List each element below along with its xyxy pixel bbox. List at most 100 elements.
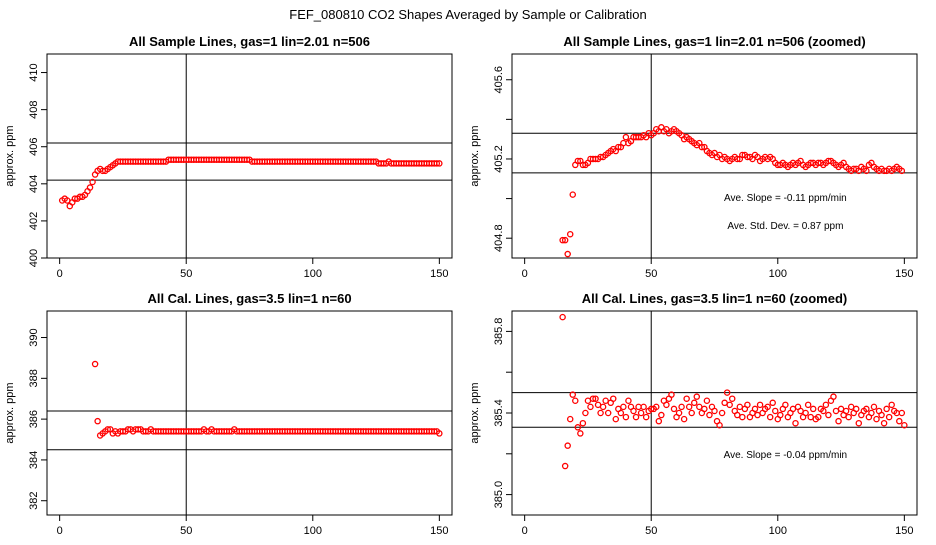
data-point bbox=[769, 399, 776, 407]
x-tick-label: 150 bbox=[430, 268, 448, 280]
y-tick-label: 384 bbox=[28, 451, 40, 469]
chart-panel: All Sample Lines, gas=1 lin=2.01 n=506 (… bbox=[469, 34, 918, 280]
data-point bbox=[561, 236, 569, 244]
data-point bbox=[637, 409, 645, 417]
data-points bbox=[559, 313, 908, 470]
x-tick-label: 150 bbox=[895, 525, 913, 537]
data-point bbox=[804, 401, 812, 409]
chart-panel: All Sample Lines, gas=1 lin=2.01 n=506 0 5… bbox=[4, 34, 453, 280]
x-tick-label: 0 bbox=[57, 525, 63, 537]
data-point bbox=[683, 395, 690, 402]
data-point bbox=[868, 409, 875, 417]
y-tick-label: 385.8 bbox=[493, 318, 505, 346]
figure-title: FEF_080810 CO2 Shapes Averaged by Sample… bbox=[289, 7, 646, 22]
x-tick-label: 100 bbox=[769, 525, 787, 537]
data-point bbox=[566, 415, 574, 423]
data-point bbox=[566, 230, 574, 238]
y-axis-label: approx. ppm bbox=[4, 125, 16, 186]
data-point bbox=[888, 401, 895, 409]
data-point bbox=[587, 403, 594, 411]
data-point bbox=[577, 430, 584, 437]
x-tick-label: 100 bbox=[304, 525, 322, 537]
data-point bbox=[701, 405, 708, 413]
data-point bbox=[640, 403, 647, 411]
data-point bbox=[855, 419, 863, 427]
data-point bbox=[764, 403, 771, 411]
data-point bbox=[825, 411, 832, 419]
data-point bbox=[863, 405, 870, 413]
chart-title: All Cal. Lines, gas=3.5 lin=1 n=60 (zoom… bbox=[582, 291, 848, 306]
data-point bbox=[569, 391, 577, 398]
data-point bbox=[589, 395, 597, 402]
x-tick-label: 50 bbox=[645, 268, 657, 280]
data-point bbox=[574, 424, 582, 431]
data-point bbox=[86, 184, 94, 191]
data-point bbox=[853, 405, 860, 413]
data-point bbox=[658, 411, 665, 419]
y-tick-label: 385.4 bbox=[493, 399, 505, 427]
data-point bbox=[642, 413, 650, 421]
data-point bbox=[842, 407, 850, 415]
data-point bbox=[561, 462, 569, 470]
data-point bbox=[89, 178, 96, 186]
y-tick-label: 402 bbox=[28, 212, 40, 230]
data-point bbox=[693, 393, 701, 400]
data-point bbox=[670, 405, 678, 413]
data-point bbox=[622, 133, 630, 141]
data-point bbox=[668, 391, 675, 398]
data-point bbox=[883, 405, 890, 413]
data-point bbox=[728, 395, 736, 402]
data-point bbox=[632, 413, 640, 421]
data-point bbox=[706, 411, 713, 419]
y-tick-label: 405.6 bbox=[493, 66, 505, 94]
y-tick-label: 385.0 bbox=[493, 481, 505, 509]
data-point bbox=[744, 401, 751, 409]
y-axis-label: approx. ppm bbox=[469, 382, 481, 443]
data-points bbox=[91, 360, 443, 439]
x-tick-label: 0 bbox=[522, 525, 528, 537]
data-point bbox=[685, 403, 693, 411]
data-point bbox=[845, 413, 852, 421]
x-tick-label: 0 bbox=[522, 268, 528, 280]
data-point bbox=[579, 419, 587, 427]
data-points bbox=[58, 156, 443, 210]
x-tick-label: 150 bbox=[430, 525, 448, 537]
data-point bbox=[726, 401, 733, 409]
data-point bbox=[830, 393, 837, 400]
y-tick-label: 405.2 bbox=[493, 145, 505, 173]
data-point bbox=[718, 409, 726, 417]
data-point bbox=[870, 403, 878, 411]
data-point bbox=[574, 157, 582, 165]
x-tick-label: 50 bbox=[180, 525, 192, 537]
data-point bbox=[898, 409, 906, 417]
data-point bbox=[663, 401, 670, 409]
data-point bbox=[863, 167, 870, 175]
data-point bbox=[655, 417, 663, 425]
annotation: Ave. Slope = -0.11 ppm/min bbox=[724, 193, 847, 204]
data-point bbox=[723, 389, 731, 396]
data-point bbox=[802, 409, 809, 417]
data-point bbox=[592, 395, 599, 402]
data-point bbox=[91, 360, 99, 368]
data-point bbox=[711, 407, 718, 415]
y-axis-label: approx. ppm bbox=[469, 125, 481, 186]
data-point bbox=[569, 191, 577, 198]
data-point bbox=[885, 413, 893, 421]
annotation: Ave. Std. Dev. = 0.87 ppm bbox=[727, 221, 843, 232]
data-point bbox=[820, 407, 827, 415]
y-tick-label: 382 bbox=[28, 492, 40, 510]
y-tick-label: 390 bbox=[28, 328, 40, 346]
y-tick-label: 406 bbox=[28, 138, 40, 156]
data-point bbox=[792, 419, 799, 427]
chart-panel: All Cal. Lines, gas=3.5 lin=1 n=60 (zoom… bbox=[469, 291, 918, 537]
plot-frame bbox=[46, 53, 453, 259]
data-point bbox=[873, 415, 880, 423]
data-point bbox=[559, 313, 566, 321]
data-point bbox=[675, 409, 683, 417]
data-point bbox=[604, 409, 612, 417]
data-point bbox=[680, 415, 688, 423]
y-tick-label: 408 bbox=[28, 100, 40, 118]
y-tick-label: 404.8 bbox=[493, 224, 505, 252]
y-tick-label: 410 bbox=[28, 63, 40, 81]
